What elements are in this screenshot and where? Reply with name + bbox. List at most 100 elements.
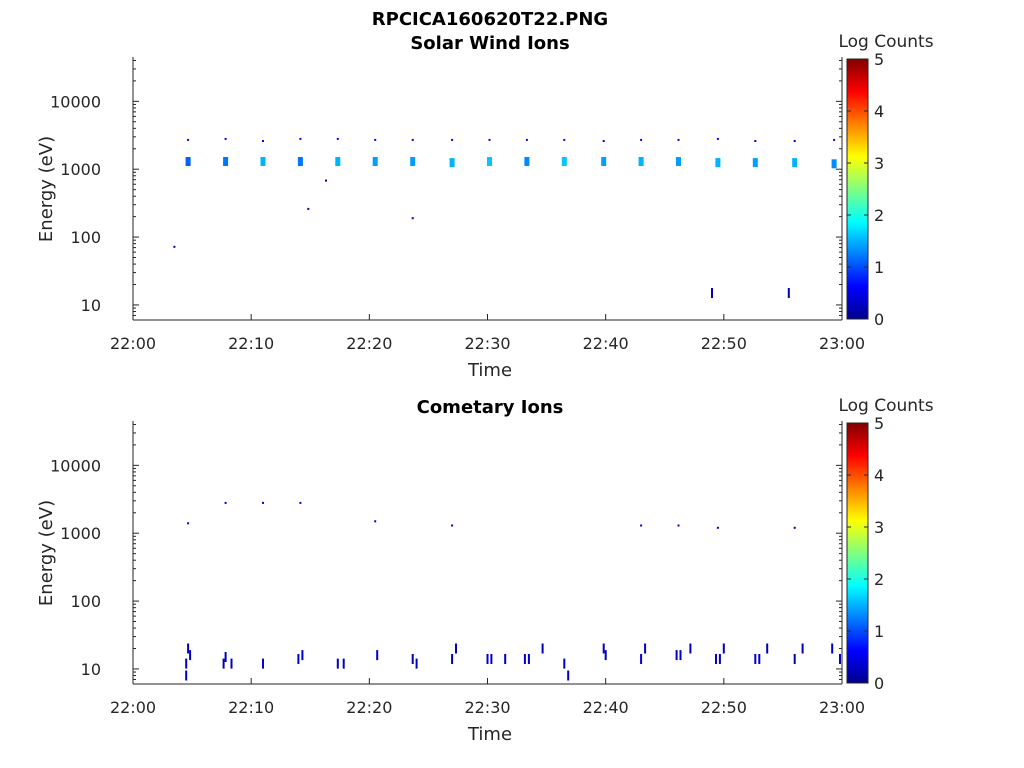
heatmap-cell (722, 643, 725, 654)
heatmap-cell (187, 643, 190, 654)
heatmap-cell (487, 157, 492, 166)
heatmap-cell (411, 654, 414, 664)
heatmap-cell (831, 643, 834, 654)
heatmap-cell (411, 217, 414, 220)
panel-cometary: Cometary Ions Time Energy (eV) Log Count… (36, 396, 934, 745)
heatmap-cell (504, 654, 507, 664)
x-tick-label: 23:00 (819, 698, 865, 717)
colorbar-tick-label: 4 (874, 102, 884, 121)
heatmap-cell (410, 157, 416, 166)
heatmap-cell (675, 650, 678, 661)
colorbar-label: Log Counts (838, 32, 933, 52)
heatmap-cell (525, 138, 528, 141)
heatmap-cell (224, 501, 227, 504)
heatmap-cell (372, 157, 378, 166)
x-tick-label: 22:10 (228, 334, 274, 353)
heatmap-cell (640, 654, 643, 664)
heatmap-cell (839, 654, 841, 664)
x-axis-label: Time (467, 724, 512, 745)
heatmap-cell (299, 501, 302, 504)
x-tick-label: 22:20 (346, 334, 392, 353)
heatmap-cells (173, 137, 837, 298)
heatmap-cell (561, 157, 567, 166)
heatmap-cell (758, 654, 761, 664)
heatmap-cell (173, 245, 176, 248)
y-tick-label: 10 (81, 296, 101, 315)
heatmap-cell (689, 643, 692, 654)
colorbar-tick-label: 2 (874, 570, 884, 589)
heatmap-cell (297, 157, 303, 166)
colorbar: 0 1 2 3 4 5 (846, 50, 884, 329)
colorbar-label: Log Counts (838, 396, 933, 416)
heatmap-cell (325, 179, 327, 182)
colorbar-tick-label: 0 (874, 674, 884, 693)
heatmap-cell (715, 158, 721, 168)
heatmap-cell (640, 138, 643, 141)
heatmap-cell (224, 137, 227, 140)
colorbar-tick-label: 5 (874, 50, 884, 69)
colorbar-gradient (846, 422, 869, 684)
heatmap-cell (793, 654, 796, 664)
x-tick-label: 22:30 (464, 334, 510, 353)
heatmap-cell (490, 654, 493, 664)
y-axis-label: Energy (eV) (36, 500, 57, 606)
x-tick-label: 22:50 (701, 698, 747, 717)
panel-title: Solar Wind Ions (410, 33, 569, 54)
heatmap-cell (185, 157, 191, 166)
heatmap-cell (336, 658, 339, 669)
y-tick-label: 1000 (60, 160, 101, 179)
heatmap-cell (793, 140, 796, 142)
heatmap-cell (711, 288, 713, 298)
heatmap-cell (342, 658, 345, 669)
heatmap-cell (604, 650, 607, 661)
heatmap-cell (602, 140, 605, 142)
heatmap-cell (376, 650, 379, 661)
heatmap-cell (766, 643, 769, 654)
heatmap-cell (563, 658, 566, 669)
heatmap-cell (301, 650, 304, 661)
heatmap-cell (787, 288, 790, 298)
x-tick-label: 22:40 (583, 334, 629, 353)
heatmap-cell (801, 643, 804, 654)
colorbar-tick-label: 1 (874, 258, 884, 277)
heatmap-cell (488, 138, 491, 141)
heatmap-cell (718, 654, 721, 664)
heatmap-cell (563, 138, 566, 141)
colorbar-gradient (846, 58, 869, 320)
x-tick-label: 22:00 (110, 698, 156, 717)
heatmap-cell (415, 658, 418, 669)
heatmap-cell (677, 138, 680, 141)
heatmap-cells (185, 501, 841, 681)
heatmap-cell (222, 658, 225, 669)
heatmap-cell (224, 652, 227, 662)
x-tick-label: 23:00 (819, 334, 865, 353)
heatmap-cell (262, 658, 264, 669)
heatmap-cell (677, 524, 680, 527)
heatmap-cell (541, 643, 544, 654)
heatmap-cell (449, 158, 455, 168)
panel-title: Cometary Ions (417, 397, 564, 418)
heatmap-cell (831, 159, 837, 169)
heatmap-cell (187, 522, 190, 525)
heatmap-cell (262, 140, 264, 142)
heatmap-cell (676, 157, 681, 166)
colorbar-tick-label: 2 (874, 206, 884, 225)
heatmap-cell (640, 524, 643, 527)
y-tick-label: 1000 (60, 524, 101, 543)
heatmap-cell (223, 157, 229, 166)
y-tick-label: 100 (70, 592, 101, 611)
heatmap-cell (189, 650, 192, 661)
heatmap-cell (567, 670, 570, 681)
heatmap-cell (187, 138, 190, 141)
heatmap-cell (527, 654, 530, 664)
heatmap-cell (260, 157, 266, 166)
y-tick-label: 10000 (50, 92, 101, 111)
heatmap-cell (185, 670, 188, 681)
axes: 22:00 22:10 22:20 22:30 22:40 22:50 23:00 10 100… (50, 57, 865, 353)
heatmap-cell (602, 643, 605, 654)
heatmap-cell (716, 137, 719, 140)
x-tick-label: 22:50 (701, 334, 747, 353)
heatmap-cell (792, 158, 798, 168)
colorbar-tick-label: 1 (874, 622, 884, 641)
